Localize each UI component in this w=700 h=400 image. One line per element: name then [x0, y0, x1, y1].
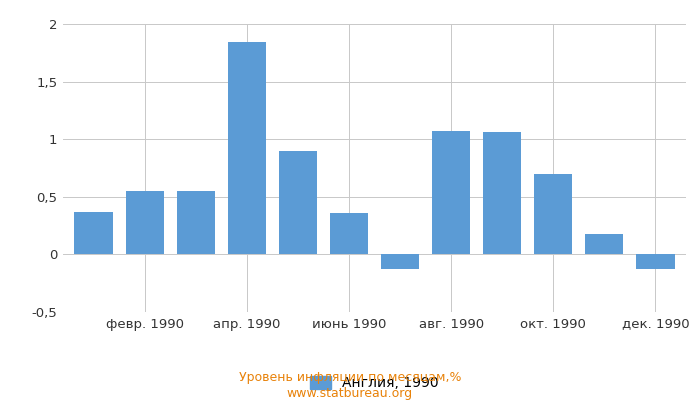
Bar	[483, 132, 522, 254]
Bar	[74, 212, 113, 254]
Bar	[176, 191, 215, 254]
Text: Уровень инфляции по месяцам,%: Уровень инфляции по месяцам,%	[239, 372, 461, 384]
Bar	[330, 213, 368, 254]
Bar	[534, 174, 573, 254]
Text: www.statbureau.org: www.statbureau.org	[287, 388, 413, 400]
Bar	[381, 254, 419, 269]
Bar	[432, 131, 470, 254]
Bar	[279, 151, 317, 254]
Bar	[585, 234, 624, 254]
Bar	[125, 191, 164, 254]
Bar	[636, 254, 675, 269]
Bar	[228, 42, 266, 254]
Legend: Англия, 1990: Англия, 1990	[304, 371, 444, 396]
